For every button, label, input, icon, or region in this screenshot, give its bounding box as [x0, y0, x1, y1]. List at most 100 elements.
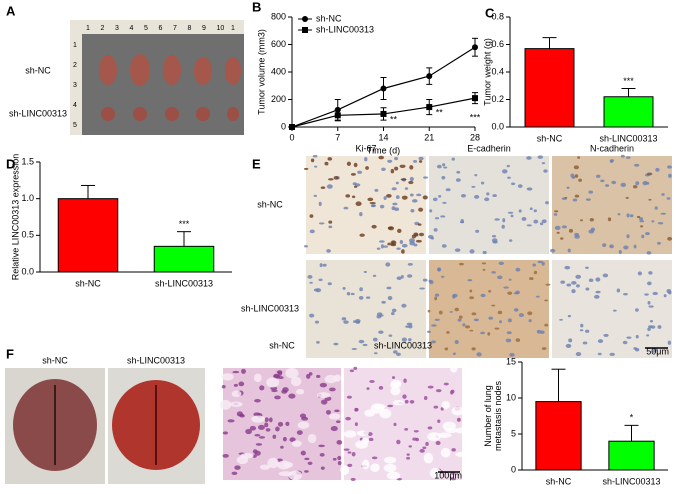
- cell: [282, 436, 287, 442]
- cell: [319, 453, 325, 457]
- cell: [365, 166, 369, 170]
- column-label: N-cadherin: [590, 143, 634, 153]
- ruler-number: 5: [73, 122, 77, 129]
- cell: [309, 313, 315, 318]
- cell: [511, 182, 516, 186]
- cell: [343, 206, 349, 210]
- x-tick-label: 0: [289, 132, 294, 142]
- cell: [396, 247, 401, 250]
- cell: [560, 237, 564, 240]
- cell: [350, 173, 356, 176]
- cell: [648, 271, 653, 275]
- cell: [318, 222, 325, 225]
- cell: [296, 430, 303, 435]
- cell: [655, 167, 660, 172]
- cell: [369, 380, 375, 383]
- cell: [397, 228, 402, 234]
- cell: [410, 208, 415, 213]
- cell: [625, 196, 629, 199]
- cell: [507, 211, 514, 214]
- cell: [482, 250, 487, 255]
- cell: [365, 296, 371, 299]
- tumor: [194, 57, 212, 85]
- cell: [387, 159, 393, 163]
- cell: [238, 381, 245, 387]
- cell: [313, 194, 318, 197]
- legend-marker: [302, 16, 308, 22]
- cell: [492, 194, 497, 198]
- y-tick-label: 1.0: [21, 193, 34, 203]
- cell: [577, 156, 581, 159]
- cell: [233, 383, 238, 387]
- ruler-number: 3: [115, 25, 119, 32]
- cell: [291, 440, 302, 447]
- cell: [329, 387, 336, 392]
- cell: [378, 155, 385, 160]
- cell: [501, 224, 505, 229]
- cell: [594, 294, 600, 299]
- cell: [657, 222, 664, 225]
- cell: [609, 160, 613, 163]
- tumor: [133, 107, 147, 121]
- cell: [454, 307, 460, 312]
- tissue-image: [552, 260, 672, 358]
- cell: [313, 288, 319, 292]
- tissue-image: [429, 260, 549, 358]
- cell: [455, 427, 467, 434]
- cell: [355, 318, 361, 324]
- cell: [299, 413, 307, 419]
- cell: [503, 286, 509, 289]
- cell: [379, 240, 385, 243]
- cell: [277, 371, 283, 376]
- bar: [524, 48, 575, 128]
- cell: [427, 385, 434, 389]
- cell: [556, 231, 560, 234]
- cell: [252, 449, 258, 454]
- cell: [376, 247, 381, 250]
- cell: [393, 350, 398, 354]
- panel-label: F: [6, 346, 14, 361]
- cell: [408, 445, 412, 448]
- cell: [438, 195, 442, 198]
- cell: [446, 330, 450, 334]
- cell: [646, 334, 650, 337]
- cell: [358, 339, 365, 344]
- cell: [536, 329, 542, 334]
- cell: [491, 304, 496, 307]
- cell: [443, 166, 448, 169]
- cell: [574, 232, 580, 236]
- cell: [373, 352, 378, 355]
- x-tick-label: sh-LINC00313: [155, 278, 213, 288]
- cell: [452, 352, 456, 355]
- ruler-number: 3: [73, 82, 77, 89]
- y-tick-label: 0.0: [21, 266, 34, 276]
- cell: [434, 318, 440, 321]
- cell: [644, 293, 649, 296]
- cell: [429, 279, 434, 285]
- cell: [462, 323, 466, 327]
- cell: [353, 320, 357, 323]
- cell: [620, 182, 627, 188]
- cell: [460, 193, 467, 198]
- cell: [476, 352, 482, 357]
- cell: [622, 340, 628, 345]
- cell: [640, 225, 644, 228]
- cell: [433, 197, 438, 202]
- cell: [574, 234, 580, 239]
- cell: [328, 220, 333, 224]
- cell: [394, 156, 399, 161]
- cell: [341, 317, 347, 321]
- cell: [539, 222, 544, 226]
- cell: [386, 471, 401, 480]
- cell: [320, 399, 328, 405]
- cell: [409, 399, 415, 404]
- cell: [328, 413, 341, 420]
- cell: [513, 308, 519, 312]
- cell: [367, 432, 373, 436]
- cell: [502, 218, 506, 223]
- cell: [475, 229, 480, 233]
- cell: [320, 466, 325, 470]
- cell: [652, 291, 658, 296]
- cell: [554, 210, 559, 213]
- y-tick-label: 15: [506, 356, 516, 366]
